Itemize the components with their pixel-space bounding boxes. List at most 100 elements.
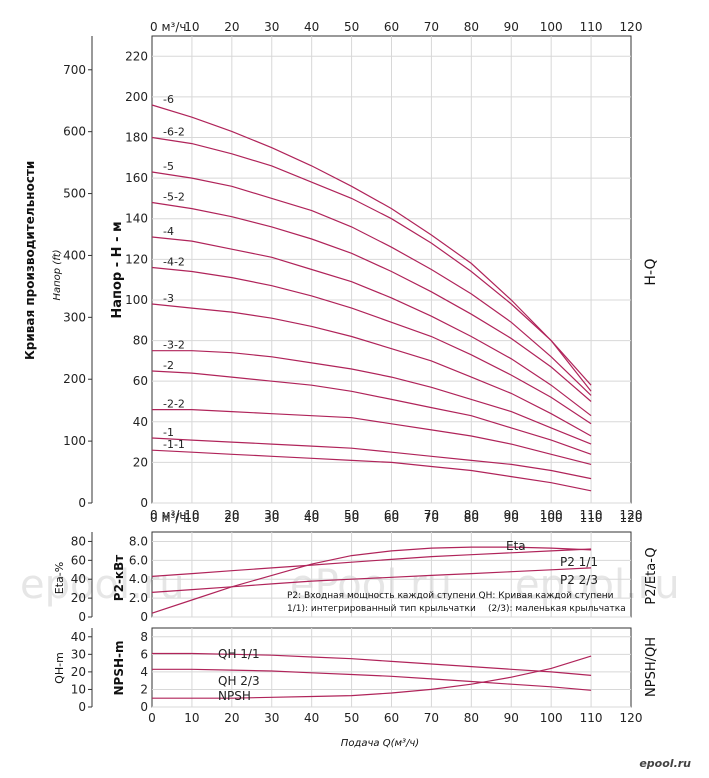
hq-curve-1 [151,437,592,480]
note-line-2: 1/1): интегрированный тип крыльчатки [287,604,476,614]
np-x-tick: 110 [580,711,603,725]
npsh-side-label: NPSH/QH [644,637,659,697]
p2-y-tick: 2.0 [129,591,148,605]
p2-series-label: P2 1/1 [560,555,598,569]
npsh-panel: 0 10 20 30 40 50 60 70 80 90 100 110 120024680102030… [53,627,659,749]
hq-bottom-x-tick: 120 [620,508,643,522]
hq-curve-label: -6 [163,93,174,106]
hq-bottom-x-tick: 110 [580,508,603,522]
p2-x-tick: 110 [580,511,603,525]
np-x-tick: 10 [184,711,199,725]
p2-y-tick: 6.0 [129,553,148,567]
hq-top-x-tick: 90 [504,20,519,34]
eta-tick: 20 [71,591,86,605]
hq-bottom-x-tick: 40 [304,508,319,522]
hq-y-tick: 20 [133,455,148,469]
hq-curve-2 [151,370,592,455]
ft-tick: 200 [63,372,86,386]
ft-tick: 0 [78,496,86,510]
np-x-tick: 80 [464,711,479,725]
hq-curve-label: -1 [163,426,174,439]
note-line-3: (2/3): маленькая крыльчатка [488,604,626,614]
hq-top-x-tick: 60 [384,20,399,34]
hq-y-tick: 160 [125,171,148,185]
hq-y-tick: 120 [125,252,148,266]
p2-y-tick: 8.0 [129,534,148,548]
ft-tick: 100 [63,434,86,448]
hq-curve-6 [151,104,592,392]
brand-logo: epool.ru [639,757,691,770]
hq-y-tick: 100 [125,293,148,307]
np-x-tick: 50 [344,711,359,725]
p2-curve [151,548,592,577]
hq-top-x-tick: 10 [184,20,199,34]
hq-top-x-tick: 70 [424,20,439,34]
hq-curve-2-2 [152,409,592,465]
hq-ylabel-ft: Напор (ft) [52,249,63,300]
ft-tick: 500 [63,187,86,201]
p2-curve [151,546,592,614]
watermark-1: epool.ru [20,562,185,608]
hq-y-tick: 180 [125,131,148,145]
ft-tick: 700 [63,63,86,77]
hq-curve-5-2 [151,201,592,402]
p2-x-tick: 80 [464,511,479,525]
hq-bottom-x-tick: 10 [184,508,199,522]
hq-y-tick: 80 [133,334,148,348]
hq-y-tick: 0 [140,496,148,510]
qh-tick: 0 [78,700,86,714]
hq-curve-4 [151,236,592,417]
hq-top-x-tick: 110 [580,20,603,34]
hq-y-tick: 40 [133,415,148,429]
np-y-tick: 0 [140,700,148,714]
p2-x-tick: 70 [424,511,439,525]
np-curve [152,655,592,699]
np-y-tick: 6 [140,647,148,661]
p2eta-panel: 0 2.0 4.0 6.0 8.0 0 20 40 60 80 0 м³/ч10 20 30 40 50 60… [53,511,659,624]
eta-tick: 80 [71,534,86,548]
hq-side-label: H-Q [643,258,659,285]
p2-x-tick: 100 [540,511,563,525]
hq-curve-label: -3-2 [163,339,185,352]
p2-y-tick: 0 [140,610,148,624]
hq-curve-1-1 [151,449,592,492]
hq-bottom-x-tick: 80 [464,508,479,522]
p2-series-label: Eta [506,539,526,553]
npsh-ylabel: NPSH-m [112,640,126,695]
eta-tick: 0 [78,610,86,624]
hq-top-x-tick: 20 [224,20,239,34]
np-series-label: NPSH [218,689,251,703]
hq-curve-label: -2-2 [163,398,185,411]
ft-tick: 400 [63,248,86,262]
np-x-tick: 70 [424,711,439,725]
watermark-2: ePool.ru [290,562,452,608]
hq-bottom-x-tick: 30 [264,508,279,522]
qh-ylabel: QH-m [53,652,66,684]
p2eta-side-label: P2/Eta-Q [644,547,659,604]
np-x-tick: 120 [620,711,643,725]
eta-ylabel: Eta-% [53,562,66,594]
hq-bottom-x-tick: 60 [384,508,399,522]
hq-y-tick: 140 [125,212,148,226]
p2-series-label: P2 2/3 [560,573,598,587]
hq-curve-3 [151,303,592,437]
np-x-tick: 40 [304,711,319,725]
p2-x-tick: 50 [344,511,359,525]
np-curve [152,668,592,691]
hq-curve-label: -1-1 [163,438,185,451]
hq-bottom-x-tick: 50 [344,508,359,522]
hq-top-x-tick: 40 [304,20,319,34]
np-y-tick: 8 [140,630,148,644]
p2-ylabel: P2-кВт [112,555,126,601]
np-series-label: QH 1/1 [218,647,260,661]
hq-curve-label: -2 [163,359,174,372]
qh-tick: 20 [71,665,86,679]
np-x-tick: 60 [384,711,399,725]
hq-bottom-x-tick: 70 [424,508,439,522]
hq-curve-label: -3 [163,292,174,305]
hq-top-x-tick: 100 [540,20,563,34]
ft-tick: 300 [63,310,86,324]
hq-curve-label: -4-2 [163,255,185,268]
np-y-tick: 4 [140,665,148,679]
